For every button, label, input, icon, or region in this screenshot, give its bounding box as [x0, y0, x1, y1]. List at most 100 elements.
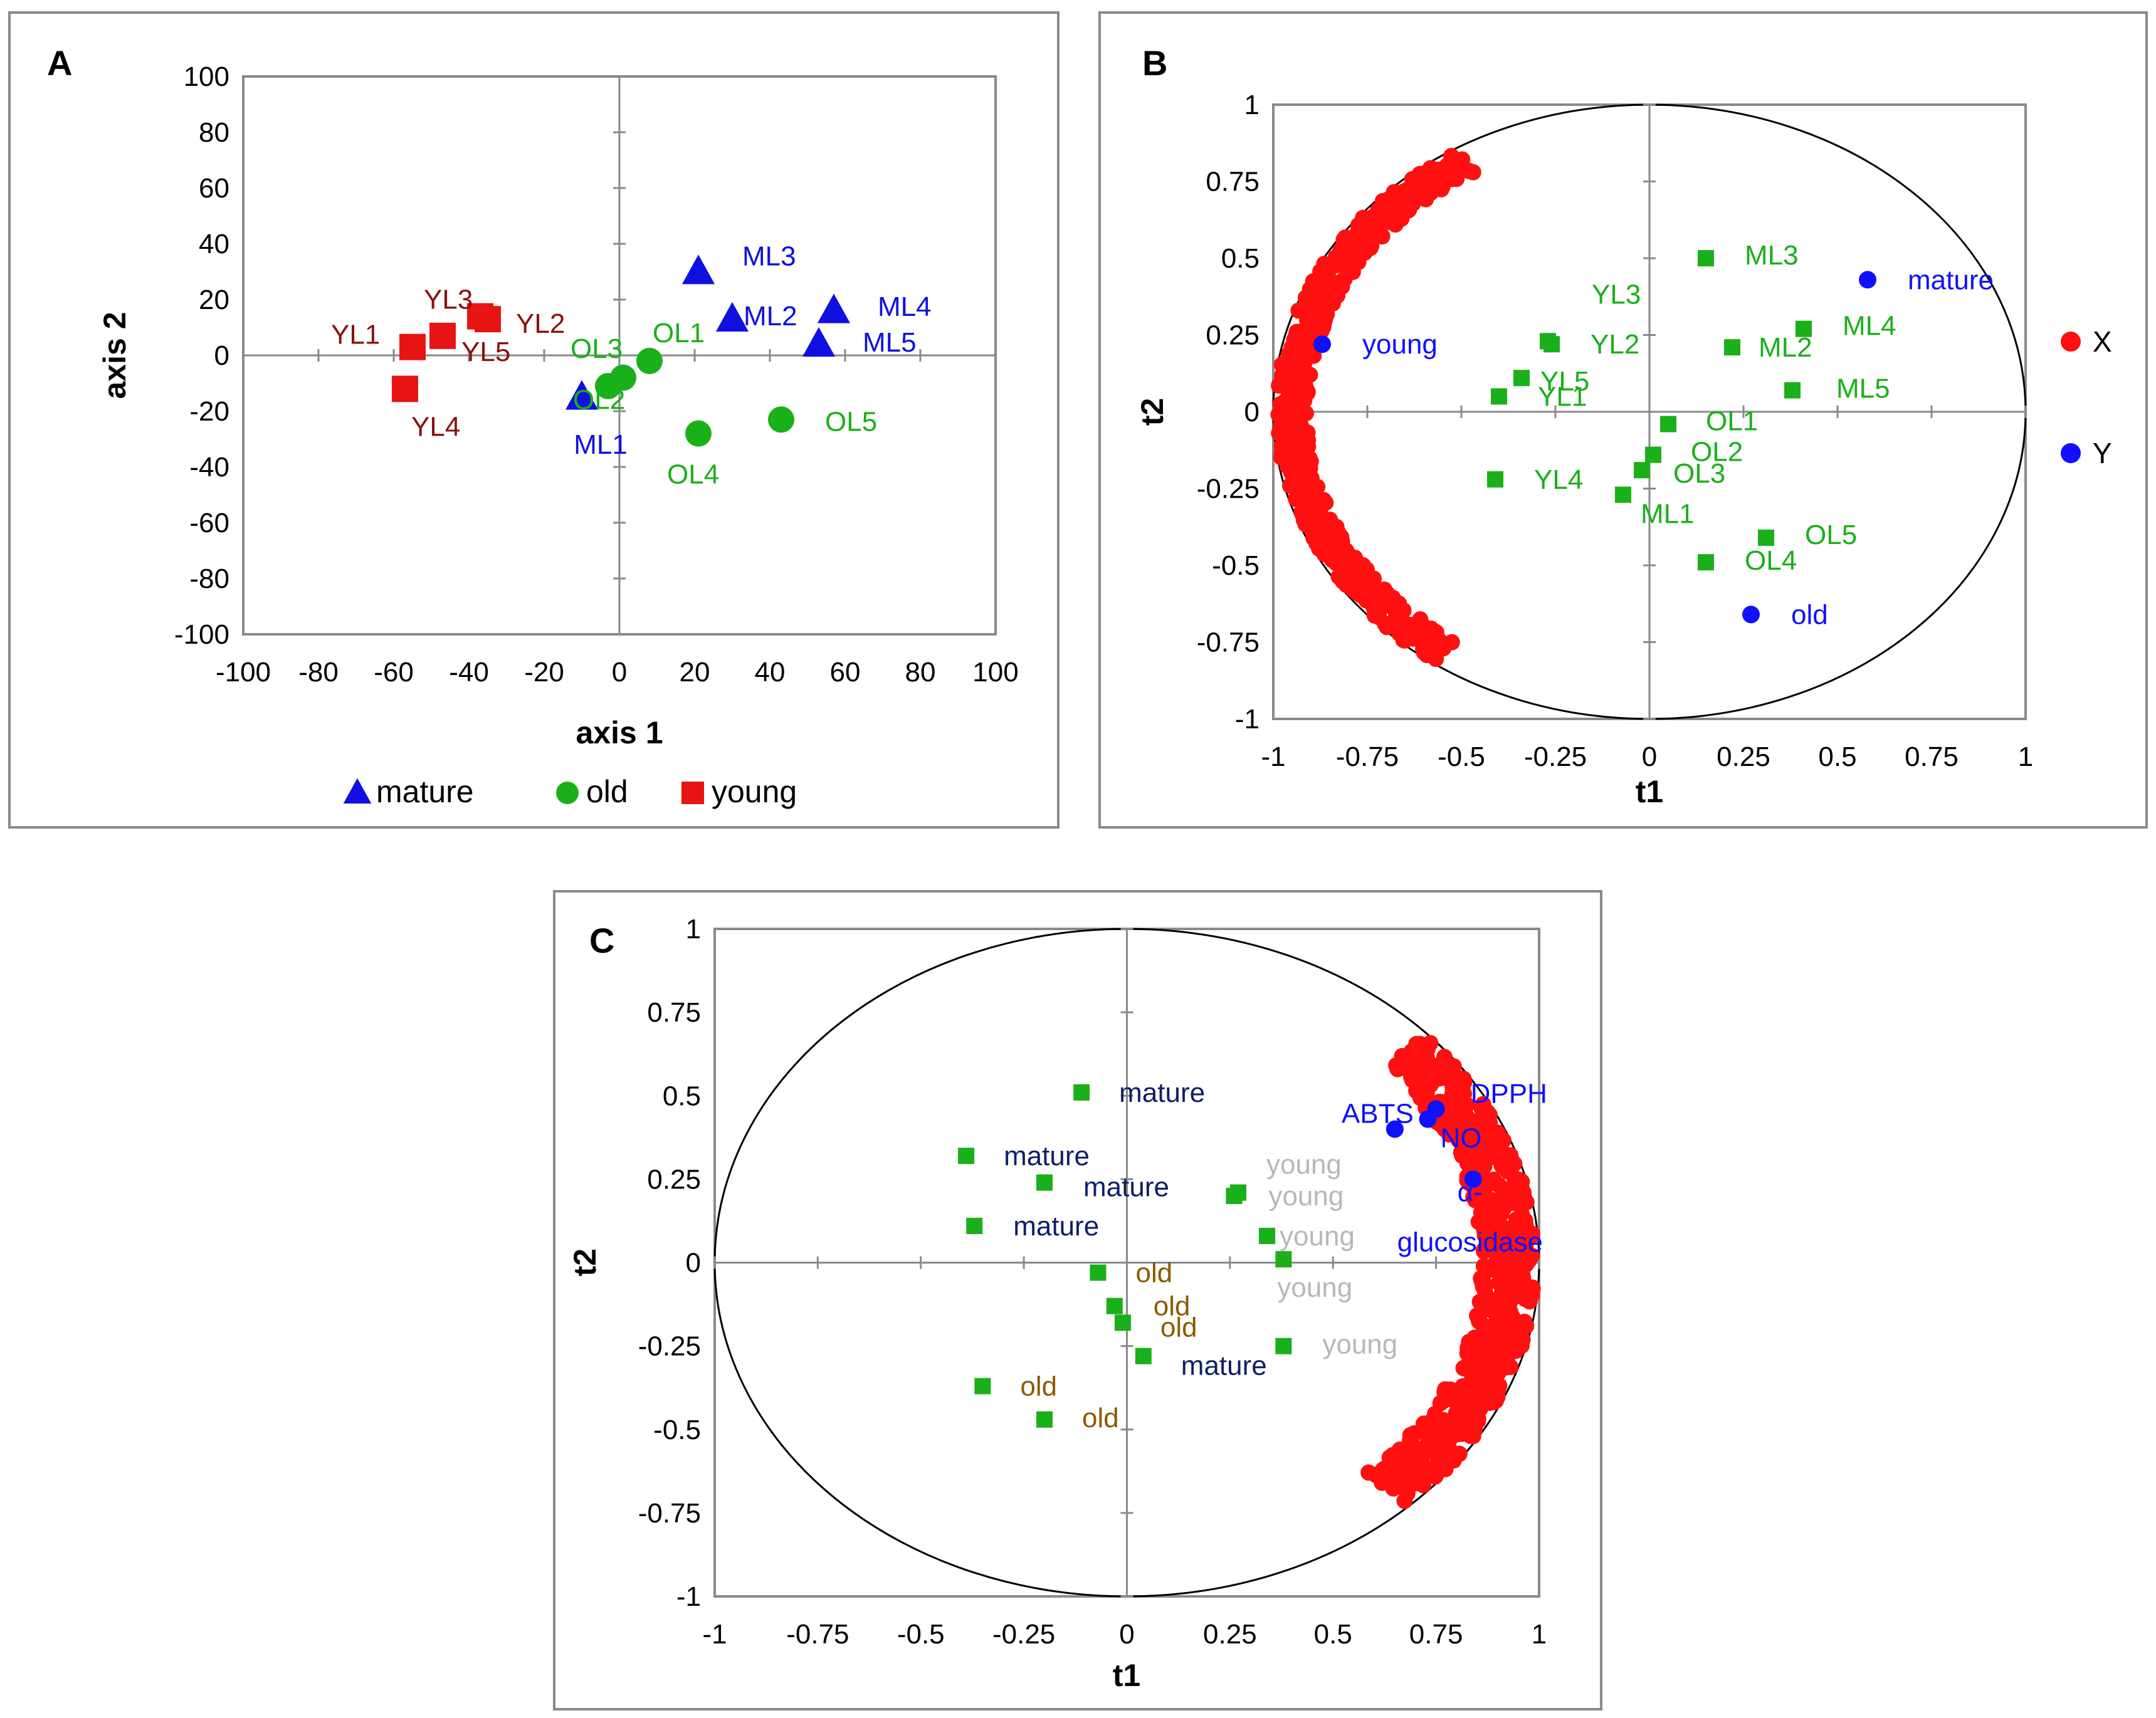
data-point	[1275, 1251, 1292, 1268]
data-label: ML5	[863, 327, 917, 358]
y-tick-label: 0.25	[647, 1164, 701, 1195]
data-label: ML2	[1759, 332, 1812, 363]
x-tick-label: 40	[755, 657, 786, 688]
data-label: old	[1020, 1371, 1057, 1402]
x-variables-arc	[1360, 1035, 1541, 1509]
data-point	[1724, 339, 1740, 356]
y-tick-label: -0.5	[1212, 550, 1259, 581]
data-label: old	[1082, 1403, 1119, 1433]
x-tick-label: 0	[1642, 741, 1657, 772]
y-tick-label: -40	[189, 452, 229, 483]
y-tick-label: -1	[1235, 704, 1259, 735]
x-variable-point	[1443, 634, 1460, 651]
y-tick-label: 60	[199, 173, 229, 204]
data-label: mature	[1004, 1141, 1090, 1171]
data-point	[974, 1378, 991, 1395]
data-label: mature	[1119, 1077, 1205, 1108]
data-point	[1419, 1110, 1437, 1128]
data-point	[1313, 335, 1331, 354]
data-label: DPPH	[1471, 1079, 1547, 1109]
data-point	[1796, 320, 1812, 337]
data-point	[1784, 382, 1801, 399]
data-point	[1090, 1264, 1107, 1281]
x-tick-label: 0.5	[1314, 1619, 1352, 1650]
data-label: OL4	[1745, 545, 1797, 576]
y-tick-label: -80	[189, 563, 229, 594]
x-tick-label: 0.25	[1203, 1619, 1257, 1650]
data-point	[595, 372, 621, 399]
data-point	[1491, 388, 1507, 405]
x-tick-label: 0.75	[1409, 1619, 1463, 1650]
data-point	[681, 254, 715, 285]
data-point	[685, 420, 712, 447]
panel-b-chart: -1 -0.75 -0.5 -0.25 0 0.25 0.5 0.75 1 -1 -0.75 -0.5…	[1135, 90, 2112, 809]
x-tick-label: -0.75	[786, 1619, 849, 1650]
data-label: mature	[1908, 265, 1994, 295]
data-label: ML4	[878, 291, 932, 322]
x-tick-label: 0	[1119, 1619, 1134, 1650]
x-variable-point	[1394, 1047, 1411, 1064]
y-tick-label: 100	[184, 61, 229, 92]
panel-c-chart: -1 -0.75 -0.5 -0.25 0 0.25 0.5 0.75 1 -1 -0.75 -0.5…	[567, 914, 1547, 1693]
data-label: ABTS	[1342, 1099, 1414, 1129]
legend-marker	[343, 778, 372, 804]
data-label: NO	[1440, 1123, 1481, 1154]
data-point	[1513, 370, 1530, 387]
data-point	[1036, 1411, 1053, 1428]
data-label: YL5	[461, 337, 510, 367]
data-point	[1106, 1297, 1123, 1314]
x-tick-label: -0.25	[1524, 741, 1587, 772]
data-point	[1487, 471, 1503, 488]
x-tick-label: -100	[216, 657, 271, 688]
data-label: YL2	[516, 308, 565, 339]
data-point	[1036, 1174, 1053, 1191]
x-tick-label: 100	[972, 657, 1018, 688]
x-variables-arc	[1270, 148, 1481, 668]
x-variable-point	[1513, 1207, 1530, 1223]
data-point	[1742, 605, 1760, 624]
data-label: ML3	[1745, 240, 1799, 271]
panel-a-label: A	[47, 43, 72, 83]
data-point	[768, 406, 794, 433]
data-label: ML2	[744, 301, 797, 332]
y-tick-label: -20	[189, 396, 229, 427]
data-label: ML1	[1641, 498, 1695, 529]
legend-marker	[2061, 332, 2081, 352]
legend-label: mature	[376, 774, 474, 809]
x-tick-label: -60	[374, 657, 414, 688]
y-tick-label: 0.25	[1206, 320, 1259, 351]
data-point	[1758, 529, 1774, 546]
data-label: OL2	[1691, 437, 1743, 468]
data-label: YL4	[411, 411, 460, 442]
legend-marker	[681, 782, 704, 804]
data-label: mature	[1013, 1211, 1099, 1242]
data-point	[399, 333, 426, 360]
x-tick-label: 0.75	[1905, 741, 1959, 772]
x-tick-label: -40	[449, 657, 489, 688]
x-tick-label: -0.25	[992, 1619, 1055, 1650]
data-point	[1259, 1227, 1276, 1244]
x-tick-label: 60	[830, 657, 861, 688]
data-label: YL1	[331, 320, 380, 350]
data-label: old	[1135, 1257, 1172, 1288]
data-label: young	[1280, 1221, 1355, 1252]
data-point	[467, 303, 493, 330]
data-label: YL2	[1591, 329, 1639, 360]
data-label: ML5	[1836, 374, 1890, 404]
y-tick-label: -0.25	[1197, 474, 1259, 505]
data-label: ML1	[574, 429, 628, 460]
x-variable-point	[1428, 651, 1444, 668]
y-tick-label: 0.5	[663, 1081, 701, 1111]
y-axis-label: axis 2	[97, 312, 132, 399]
x-tick-label: 1	[2018, 741, 2033, 772]
y-tick-label: 0.5	[1221, 243, 1259, 274]
data-point	[817, 293, 851, 323]
y-tick-label: -0.5	[653, 1415, 701, 1445]
data-point	[966, 1217, 983, 1234]
x-tick-label: 0	[612, 657, 627, 688]
x-tick-label: -1	[702, 1619, 727, 1650]
x-tick-label: 80	[905, 657, 936, 688]
y-tick-label: 0	[1244, 397, 1259, 427]
data-point	[802, 327, 836, 357]
